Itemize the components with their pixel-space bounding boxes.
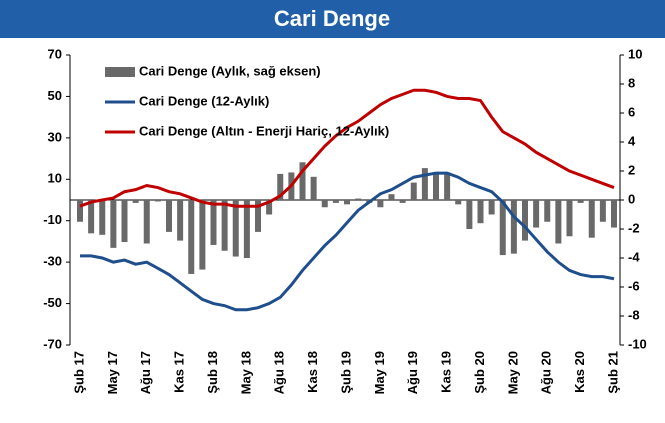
bar bbox=[611, 200, 617, 228]
legend-label: Cari Denge (Aylık, sağ eksen) bbox=[139, 63, 321, 78]
y2-tick-label: -8 bbox=[628, 307, 640, 322]
bar bbox=[177, 200, 184, 241]
x-tick-label: Şub 17 bbox=[71, 351, 86, 394]
bar bbox=[388, 194, 395, 200]
bar bbox=[77, 200, 83, 222]
x-tick-label: Ağu 20 bbox=[539, 351, 554, 394]
bar bbox=[599, 200, 606, 222]
bar bbox=[544, 200, 551, 222]
bar bbox=[588, 200, 595, 238]
y2-tick-label: -4 bbox=[628, 249, 640, 264]
bar bbox=[88, 200, 95, 234]
x-tick-label: Kas 20 bbox=[572, 351, 587, 393]
x-tick-label: Şub 18 bbox=[205, 351, 220, 394]
line bbox=[80, 171, 615, 312]
y2-tick-label: -2 bbox=[628, 220, 640, 235]
bar bbox=[266, 200, 273, 215]
bar bbox=[499, 200, 506, 256]
y2-tick-label: -6 bbox=[628, 278, 640, 293]
x-tick-label: Ağu 18 bbox=[272, 351, 287, 394]
legend-label: Cari Denge (Altın - Enerji Hariç, 12-Ayl… bbox=[139, 123, 389, 138]
bar bbox=[221, 200, 228, 251]
title-bar bbox=[0, 0, 665, 38]
legend-swatch bbox=[105, 67, 135, 77]
bar bbox=[577, 200, 584, 203]
bar bbox=[321, 200, 328, 208]
x-tick-label: Kas 19 bbox=[439, 351, 454, 393]
x-tick-label: Kas 17 bbox=[172, 351, 187, 393]
chart-title: Cari Denge bbox=[274, 6, 390, 31]
bar bbox=[410, 182, 417, 200]
y-tick-label: 50 bbox=[48, 88, 62, 103]
y2-tick-label: -10 bbox=[628, 336, 647, 351]
y2-tick-label: 0 bbox=[628, 191, 635, 206]
y-tick-label: 10 bbox=[48, 171, 62, 186]
x-tick-label: Şub 21 bbox=[605, 351, 620, 394]
bar bbox=[488, 200, 495, 215]
bar bbox=[533, 200, 540, 228]
bar bbox=[466, 200, 473, 229]
bar bbox=[310, 176, 317, 200]
x-tick-label: Ağu 19 bbox=[405, 351, 420, 394]
bar bbox=[99, 200, 106, 235]
bar bbox=[344, 200, 350, 205]
bar bbox=[210, 200, 217, 245]
bar bbox=[243, 200, 250, 258]
bar bbox=[355, 198, 362, 200]
x-tick-label: May 19 bbox=[372, 351, 387, 394]
bar bbox=[421, 168, 428, 200]
bar bbox=[332, 200, 339, 203]
y-tick-label: -10 bbox=[43, 212, 62, 227]
bar bbox=[444, 172, 451, 200]
y2-tick-label: 8 bbox=[628, 75, 635, 90]
legend-label: Cari Denge (12-Aylık) bbox=[139, 93, 269, 108]
y-tick-label: -30 bbox=[43, 254, 62, 269]
bar bbox=[232, 200, 239, 257]
y-tick-label: -50 bbox=[43, 295, 62, 310]
bar bbox=[377, 200, 384, 208]
bar bbox=[110, 200, 117, 248]
bar bbox=[143, 200, 150, 244]
bar bbox=[566, 200, 573, 237]
bar bbox=[132, 200, 139, 203]
bar bbox=[299, 162, 306, 200]
y2-tick-label: 10 bbox=[628, 46, 642, 61]
bar bbox=[277, 173, 284, 200]
y2-tick-label: 2 bbox=[628, 162, 635, 177]
bar bbox=[154, 200, 161, 202]
y2-tick-label: 4 bbox=[628, 133, 636, 148]
bar bbox=[399, 200, 406, 203]
x-tick-label: May 17 bbox=[105, 351, 120, 394]
bar bbox=[522, 200, 528, 241]
bar bbox=[255, 200, 261, 232]
bar bbox=[166, 200, 172, 232]
x-tick-label: Kas 18 bbox=[305, 351, 320, 393]
y-tick-label: -70 bbox=[43, 336, 62, 351]
bar bbox=[510, 200, 517, 254]
y-tick-label: 30 bbox=[48, 129, 62, 144]
bar bbox=[121, 200, 128, 243]
bar bbox=[188, 200, 195, 274]
y2-tick-label: 6 bbox=[628, 104, 635, 119]
line bbox=[79, 88, 615, 208]
x-tick-label: May 20 bbox=[505, 351, 520, 394]
x-tick-label: Şub 20 bbox=[472, 351, 487, 394]
bar bbox=[477, 200, 484, 224]
bar bbox=[555, 200, 562, 244]
x-tick-label: May 18 bbox=[238, 351, 253, 394]
bar bbox=[455, 200, 462, 205]
x-tick-label: Şub 19 bbox=[338, 351, 353, 394]
bar bbox=[433, 173, 439, 200]
bar bbox=[199, 200, 206, 270]
y-tick-label: 70 bbox=[48, 46, 62, 61]
x-tick-label: Ağu 17 bbox=[138, 351, 153, 394]
